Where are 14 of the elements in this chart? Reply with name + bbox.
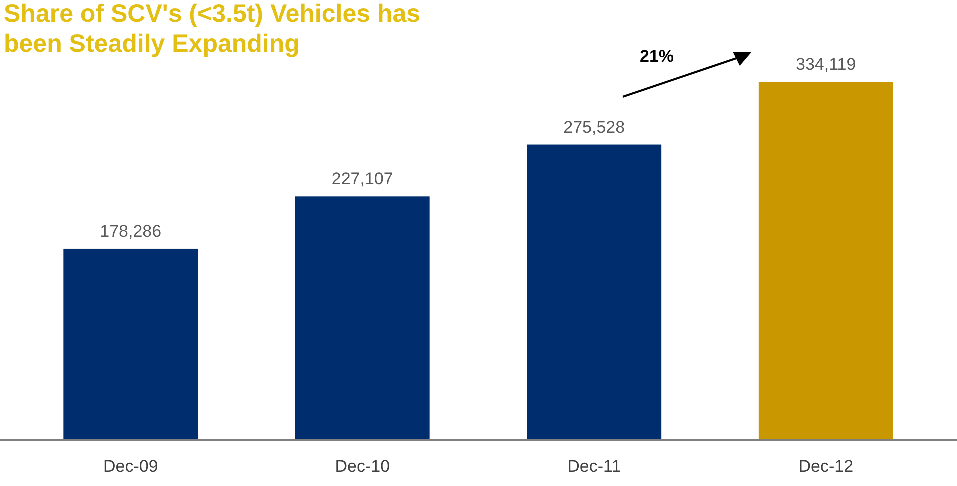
bar <box>527 144 662 440</box>
x-tick-label: Dec-10 <box>335 457 390 476</box>
data-label: 275,528 <box>564 118 626 137</box>
bar <box>758 82 894 440</box>
bar <box>295 196 430 440</box>
text: 21% <box>640 47 674 66</box>
data-label: 227,107 <box>332 170 394 189</box>
chart-title: Share of SCV's (<3.5t) Vehicles has been Steadily Expanding <box>4 0 421 58</box>
data-label: 334,119 <box>796 55 856 74</box>
x-tick-label: Dec-11 <box>568 457 622 476</box>
x-tick-label: Dec-09 <box>103 457 158 476</box>
x-tick-label: Dec-12 <box>798 457 854 476</box>
bar <box>64 248 198 440</box>
data-label: 178,286 <box>100 222 162 241</box>
